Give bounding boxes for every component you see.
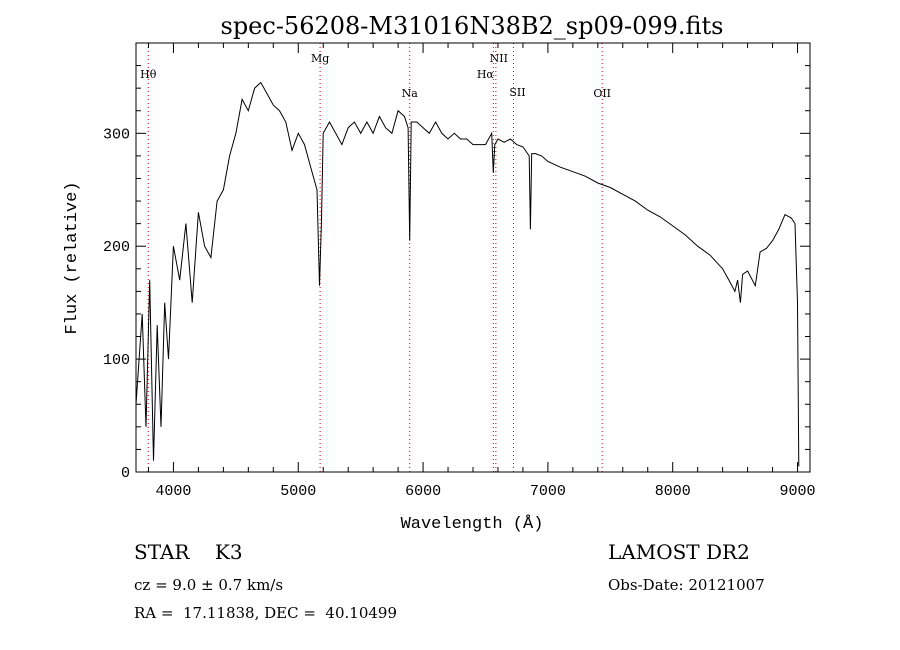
y-axis-ticks: 0 100 200 300 (103, 42, 810, 482)
spectral-line-markers: Hθ Mg Na NII Hα SII OII (140, 43, 611, 472)
survey-name: LAMOST DR2 (608, 540, 750, 564)
x-tick-label: 8000 (655, 483, 691, 500)
object-class: STAR K3 (134, 540, 243, 564)
spectral-line-label: NII (490, 52, 508, 65)
x-tick-label: 5000 (280, 483, 316, 500)
spectral-line-label: SII (509, 86, 525, 99)
spectral-line-label: Na (402, 87, 419, 100)
spectrum-line (135, 81, 800, 467)
x-tick-label: 6000 (405, 483, 441, 500)
y-axis-label: Flux (relative) (63, 181, 82, 334)
x-tick-label: 4000 (155, 483, 191, 500)
y-tick-label: 300 (103, 126, 130, 143)
obs-date: Obs-Date: 20121007 (608, 576, 765, 594)
redshift-cz: cz = 9.0 ± 0.7 km/s (134, 576, 284, 594)
y-tick-label: 100 (103, 352, 130, 369)
x-axis-label: Wavelength (Å) (401, 515, 544, 534)
plot-frame (135, 42, 811, 473)
x-tick-label: 7000 (530, 483, 566, 500)
spectral-line-label: Hθ (140, 68, 157, 81)
x-tick-label: 9000 (780, 483, 816, 500)
spectral-line-label: Hα (477, 68, 495, 81)
chart-title: spec-56208-M31016N38B2_sp09-099.fits (221, 12, 724, 40)
x-axis-ticks: 4000 5000 6000 7000 8000 9000 (147, 43, 816, 500)
spectral-line-label: OII (593, 87, 611, 100)
coordinates: RA = 17.11838, DEC = 40.10499 (134, 604, 398, 622)
y-tick-label: 0 (121, 465, 130, 482)
spectral-line-label: Mg (311, 52, 329, 65)
y-tick-label: 200 (103, 239, 130, 256)
